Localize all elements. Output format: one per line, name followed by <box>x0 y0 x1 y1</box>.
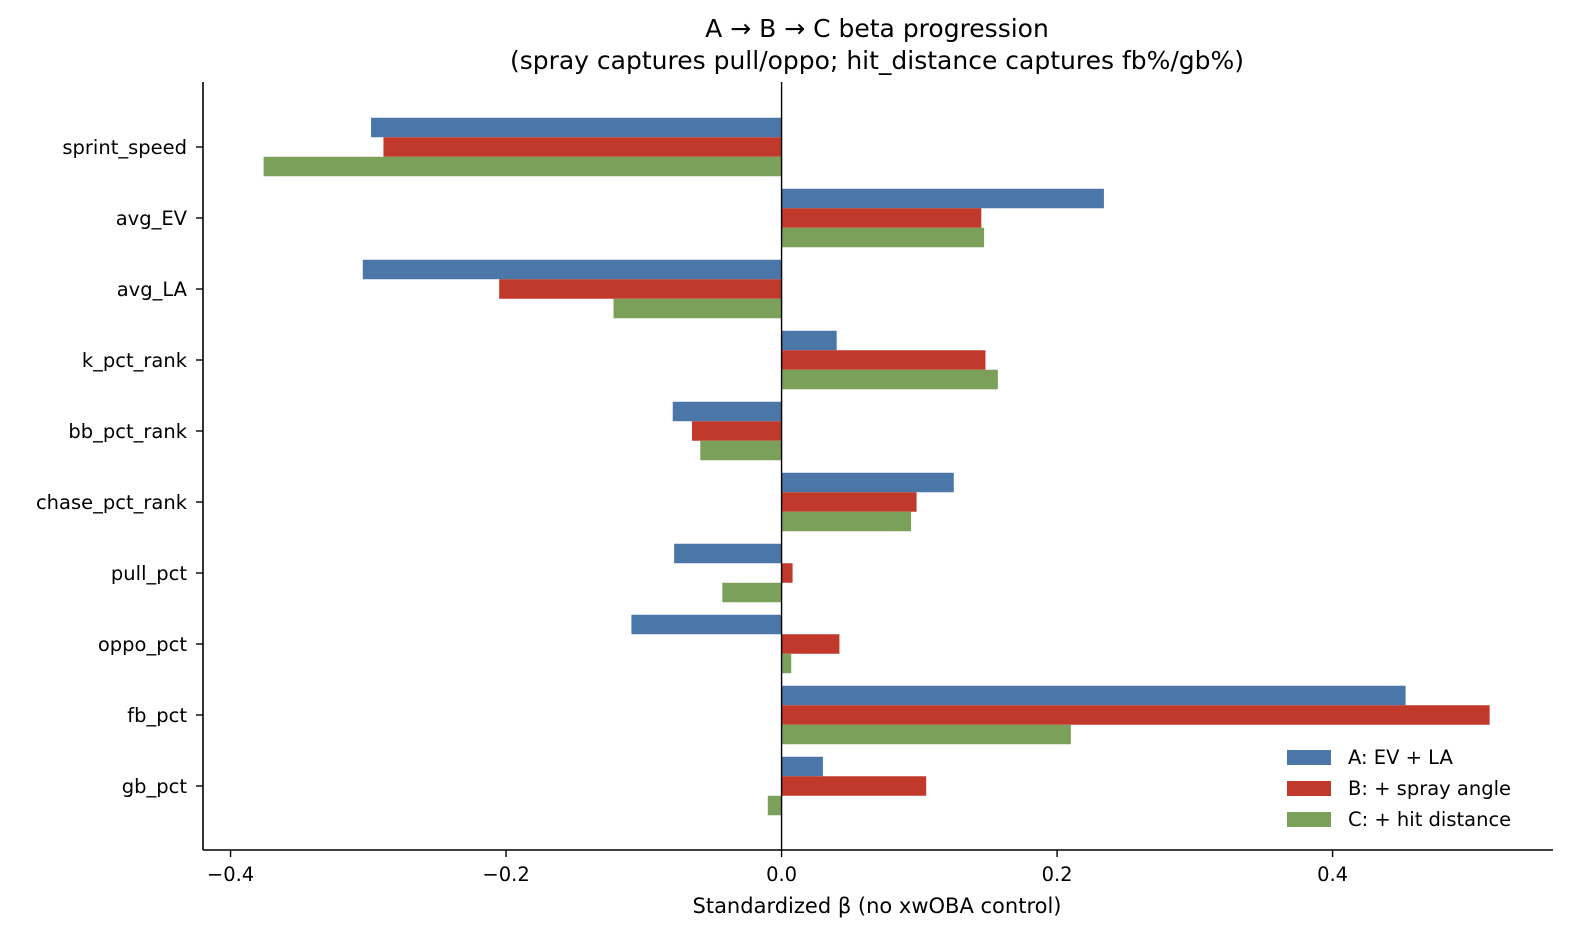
y-tick-label: avg_EV <box>116 207 188 230</box>
y-tick-label: bb_pct_rank <box>68 420 187 443</box>
bar-oppo_pct-series-1 <box>631 614 782 635</box>
legend-swatch <box>1287 750 1331 765</box>
legend-label: B: + spray angle <box>1348 777 1511 800</box>
x-tick-label: 0.2 <box>1042 863 1073 886</box>
y-tick-label: k_pct_rank <box>82 349 188 372</box>
bar-bb_pct_rank-series-3 <box>700 440 782 461</box>
y-tick-label: avg_LA <box>117 278 188 301</box>
bar-bb_pct_rank-series-1 <box>672 401 782 422</box>
bar-sprint_speed-series-3 <box>263 156 782 177</box>
bar-avg_LA-series-2 <box>499 279 782 299</box>
bar-k_pct_rank-series-3 <box>781 369 998 390</box>
chart-title: A → B → C beta progression <box>705 14 1049 43</box>
legend: A: EV + LA B: + spray angle C: + hit dista… <box>1287 746 1511 831</box>
x-tick-label: −0.4 <box>207 863 254 886</box>
bars-layer <box>263 117 1490 816</box>
x-axis-label: Standardized β (no xwOBA control) <box>693 894 1062 918</box>
bar-avg_LA-series-3 <box>613 298 782 319</box>
bar-pull_pct-series-1 <box>674 543 782 564</box>
bar-k_pct_rank-series-2 <box>781 350 986 370</box>
y-tick-label: fb_pct <box>127 704 187 727</box>
bar-gb_pct-series-3 <box>767 795 782 816</box>
bar-sprint_speed-series-2 <box>383 137 782 157</box>
bar-k_pct_rank-series-1 <box>781 330 837 351</box>
x-tick-label: 0.0 <box>766 863 797 886</box>
y-tick-label: chase_pct_rank <box>36 491 188 514</box>
bar-fb_pct-series-3 <box>781 724 1071 745</box>
y-tick-label: sprint_speed <box>62 136 187 159</box>
bar-gb_pct-series-1 <box>781 756 823 777</box>
bar-avg_EV-series-3 <box>781 227 985 248</box>
bar-chase_pct_rank-series-3 <box>781 511 912 532</box>
bar-avg_LA-series-1 <box>362 259 782 280</box>
bar-oppo_pct-series-3 <box>781 653 792 674</box>
bar-bb_pct_rank-series-2 <box>692 421 782 441</box>
y-tick-label: oppo_pct <box>98 633 187 656</box>
chart-subtitle: (spray captures pull/oppo; hit_distance … <box>510 46 1244 75</box>
bar-fb_pct-series-2 <box>781 705 1490 725</box>
legend-label: A: EV + LA <box>1348 746 1453 769</box>
legend-label: C: + hit distance <box>1348 808 1511 831</box>
bar-gb_pct-series-2 <box>781 776 927 796</box>
bar-chase_pct_rank-series-2 <box>781 492 917 512</box>
bar-avg_EV-series-1 <box>781 188 1104 209</box>
y-tick-label: pull_pct <box>111 562 187 585</box>
bar-pull_pct-series-3 <box>722 582 782 603</box>
legend-swatch <box>1287 781 1331 796</box>
bar-pull_pct-series-2 <box>781 563 793 583</box>
bar-chase_pct_rank-series-1 <box>781 472 954 493</box>
x-tick-label: 0.4 <box>1317 863 1348 886</box>
bar-oppo_pct-series-2 <box>781 634 840 654</box>
x-tick-label: −0.2 <box>482 863 529 886</box>
y-tick-label: gb_pct <box>122 775 188 798</box>
bar-avg_EV-series-2 <box>781 208 982 228</box>
legend-swatch <box>1287 812 1331 827</box>
axes-layer: −0.4 −0.2 0.0 0.2 0.4 sprint_speed avg_EV avg_L… <box>36 82 1553 886</box>
bar-fb_pct-series-1 <box>781 685 1406 706</box>
bar-sprint_speed-series-1 <box>371 117 782 138</box>
